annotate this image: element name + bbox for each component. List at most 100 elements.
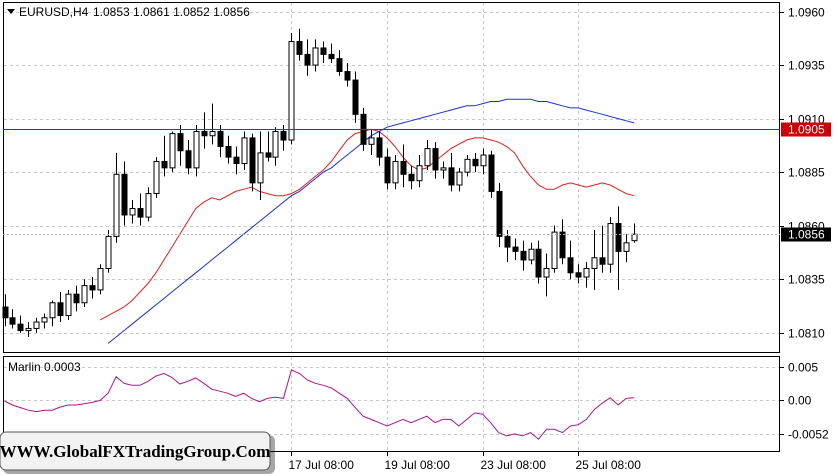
price-tick-label: 1.0960 [788, 6, 825, 20]
bull-candle-body [81, 285, 88, 304]
bull-candle-body [607, 223, 614, 265]
bull-candle-body [241, 137, 248, 165]
bull-candle-body [424, 148, 431, 167]
bear-candle-body [432, 148, 439, 171]
bear-candle-body [225, 145, 232, 158]
level-price-label: 1.0905 [781, 122, 831, 137]
bear-candle-body [185, 150, 192, 169]
watermark-banner: WWW.GlobalFXTradingGroup.Com [0, 431, 275, 474]
bull-candle-body [464, 158, 471, 173]
current-price-label: 1.0856 [781, 227, 831, 242]
bull-candle-body [583, 267, 590, 278]
bear-candle-body [320, 47, 327, 55]
bull-candle-body [392, 160, 399, 184]
bull-candle-body [113, 173, 120, 237]
bull-candle-body [623, 242, 630, 252]
time-tick-label: 17 Jul 08:00 [289, 458, 355, 472]
bear-candle-body [89, 285, 96, 291]
bear-candle-body [488, 154, 495, 192]
price-tick-label: 1.0885 [788, 166, 825, 180]
bear-candle-body [384, 156, 391, 184]
bear-candle-body [559, 231, 566, 259]
bear-candle-body [344, 71, 351, 81]
bull-candle-body [25, 327, 32, 332]
bear-candle-body [352, 79, 359, 115]
bear-candle-body [280, 130, 287, 141]
bear-candle-body [472, 158, 479, 167]
time-tick-label: 19 Jul 08:00 [385, 458, 451, 472]
current-price-text: 1.0856 [788, 228, 825, 242]
indicator-tick-label: 0.005 [788, 361, 818, 375]
bear-candle-body [296, 41, 303, 55]
bull-candle-body [480, 154, 487, 167]
bull-candle-body [129, 208, 136, 216]
bull-candle-body [272, 130, 279, 158]
bull-candle-body [145, 193, 152, 218]
indicator-axis: 0.005 0.00 -0.0052 [779, 361, 829, 442]
bull-candle-body [631, 233, 638, 242]
bull-candle-body [105, 235, 112, 269]
bear-candle-body [265, 152, 272, 158]
bear-candle-body [2, 306, 9, 319]
bull-candle-body [312, 47, 319, 66]
bear-candle-body [201, 130, 208, 137]
price-tick-label: 1.0810 [788, 327, 825, 341]
bear-candle-body [217, 130, 224, 147]
symbol-menu-triangle-icon[interactable] [7, 9, 15, 14]
bull-candle-body [49, 302, 56, 319]
time-axis: 17 Jul 08:00 19 Jul 08:00 23 Jul 08:00 25 J… [289, 451, 642, 472]
bull-candle-body [543, 267, 550, 278]
bear-candle-body [599, 257, 606, 265]
red-moving-average-line [99, 128, 635, 321]
marlin-line [4, 369, 635, 440]
bull-candle-body [209, 130, 216, 137]
time-tick-label: 23 Jul 08:00 [481, 458, 547, 472]
bear-candle-body [535, 248, 542, 278]
bear-candle-body [249, 137, 256, 184]
bull-candle-body [257, 152, 264, 184]
bear-candle-body [512, 246, 519, 252]
marlin-series [4, 369, 635, 440]
bull-candle-body [169, 133, 176, 169]
bull-candle-body [591, 257, 598, 269]
price-tick-label: 1.0935 [788, 59, 825, 73]
time-tick-label: 25 Jul 08:00 [576, 458, 642, 472]
bull-candle-body [368, 137, 375, 145]
price-axis: 1.09601.09351.09101.08851.08601.08351.08… [779, 6, 825, 341]
bear-candle-body [161, 160, 168, 169]
bull-candle-body [33, 321, 40, 329]
main-plot-area[interactable] [3, 2, 780, 353]
bear-candle-body [73, 293, 80, 304]
bear-candle-body [408, 173, 415, 182]
bull-candle-body [41, 317, 48, 323]
bear-candle-body [520, 250, 527, 261]
bear-candle-body [336, 58, 343, 73]
ohlc-values: 1.0853 1.0861 1.0852 1.0856 [93, 5, 250, 19]
bear-candle-body [504, 235, 511, 248]
bear-candle-body [177, 133, 184, 152]
bull-candle-body [288, 41, 295, 141]
bear-candle-body [615, 223, 622, 252]
level-price-text: 1.0905 [788, 123, 825, 137]
watermark-text: WWW.GlobalFXTradingGroup.Com [0, 442, 270, 461]
bear-candle-body [496, 190, 503, 237]
bull-candle-body [456, 171, 463, 186]
bear-candle-body [121, 173, 128, 216]
indicator-tick-label: -0.0052 [788, 428, 829, 442]
indicator-title: Marlin 0.0003 [8, 360, 81, 374]
bull-candle-body [528, 248, 535, 261]
price-tick-label: 1.0835 [788, 273, 825, 287]
bear-candle-body [304, 53, 311, 66]
bear-candle-body [567, 257, 574, 274]
bear-candle-body [448, 167, 455, 186]
bear-candle-body [575, 272, 582, 278]
bull-candle-body [193, 130, 200, 169]
bull-candle-body [416, 165, 423, 182]
bear-candle-body [57, 302, 64, 317]
bear-candle-body [137, 208, 144, 218]
bear-candle-body [328, 53, 335, 60]
bull-candle-body [440, 167, 447, 171]
bear-candle-body [400, 160, 407, 175]
bear-candle-body [376, 137, 383, 158]
